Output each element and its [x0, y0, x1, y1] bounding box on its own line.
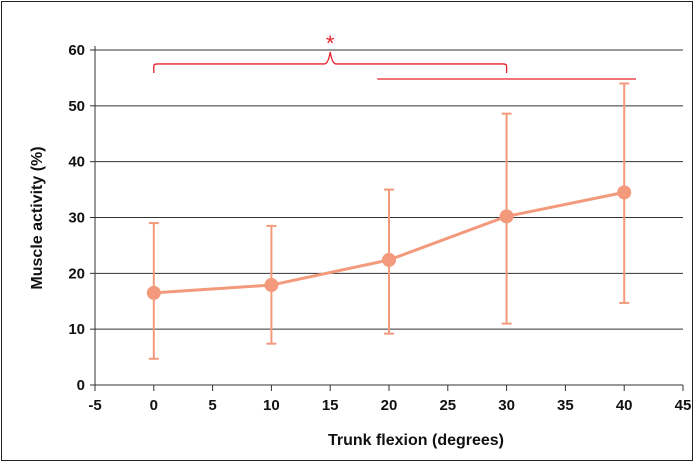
data-point [146, 285, 161, 300]
y-axis-label: Muscle activity (%) [29, 146, 46, 289]
x-tick-label: 15 [322, 397, 339, 414]
y-tick-label: 20 [68, 265, 85, 282]
x-tick-label: 40 [616, 397, 633, 414]
grid-lines [90, 46, 684, 391]
significance-asterisk: * [326, 31, 335, 56]
y-tick-label: 30 [68, 210, 85, 227]
data-point [617, 185, 632, 200]
x-tick-label: 5 [208, 397, 216, 414]
y-tick-labels: 0 10 20 30 40 50 60 [68, 42, 85, 394]
data-point [264, 278, 279, 293]
x-tick-label: 0 [150, 397, 158, 414]
x-axis-label: Trunk flexion (degrees) [328, 432, 504, 449]
series-muscle-activity [146, 82, 632, 360]
data-point [382, 252, 396, 267]
x-tick-label: 10 [263, 397, 280, 414]
x-tick-label: 45 [675, 397, 692, 414]
significance-bracket-1 [153, 51, 508, 73]
y-tick-label: 10 [68, 321, 85, 338]
x-tick-labels: -5 0 5 10 15 20 25 30 35 40 45 [88, 397, 691, 414]
x-tick-label: 30 [498, 397, 515, 414]
y-tick-label: 50 [68, 98, 85, 115]
y-tick-label: 0 [77, 377, 85, 394]
x-tick-label: -5 [88, 397, 101, 414]
x-tick-label: 35 [557, 397, 574, 414]
significance-annotation: * [153, 31, 636, 80]
y-tick-label: 60 [68, 42, 85, 59]
x-tick-label: 20 [381, 397, 398, 414]
x-tick-label: 25 [439, 397, 456, 414]
data-point [499, 209, 514, 224]
y-tick-label: 40 [68, 154, 85, 171]
